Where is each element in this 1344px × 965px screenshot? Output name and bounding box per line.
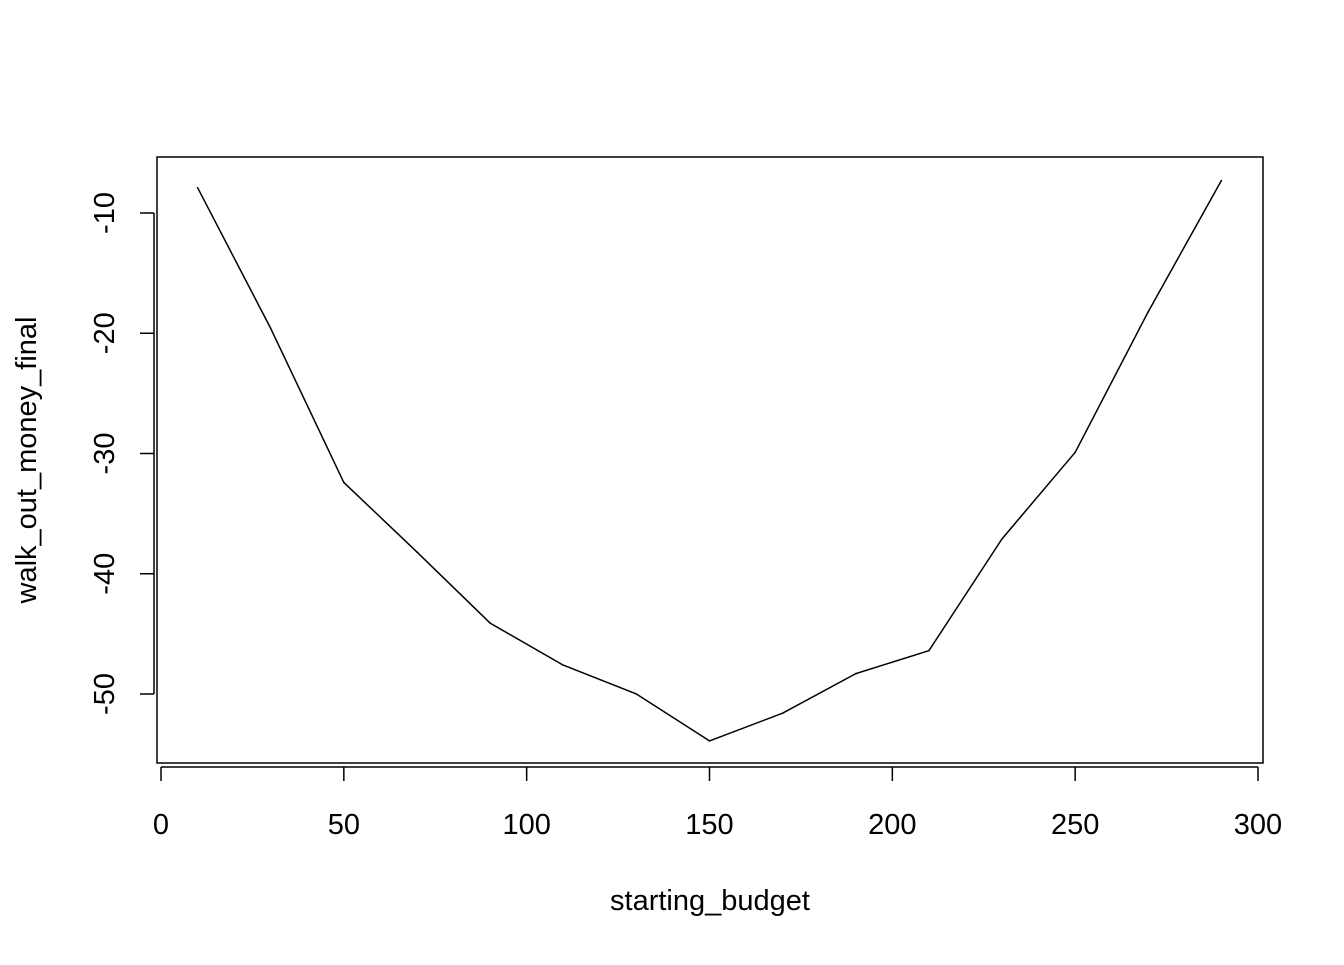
data-point <box>854 672 857 675</box>
y-tick-label: -10 <box>89 192 121 234</box>
y-tick-label: -20 <box>89 312 121 354</box>
data-point <box>1220 179 1223 182</box>
y-tick-label: -40 <box>89 553 121 595</box>
plot-frame <box>156 156 1264 764</box>
data-point <box>635 693 638 695</box>
y-axis-title: walk_out_money_final <box>11 317 43 605</box>
x-tick-label: 300 <box>1234 809 1282 841</box>
x-tick-label: 50 <box>328 809 360 841</box>
data-point <box>708 740 711 742</box>
y-axis: -10 -20 -30 -40 -50 <box>89 192 155 715</box>
x-tick-label: 150 <box>685 809 733 841</box>
data-point <box>343 481 345 484</box>
x-axis: 0 50 100 150 200 250 300 <box>153 766 1282 841</box>
x-tick-label: 100 <box>502 809 550 841</box>
y-tick-label: -50 <box>89 673 121 715</box>
data-point <box>928 649 930 652</box>
data-point <box>781 712 784 715</box>
data-point <box>416 551 418 553</box>
series-line <box>196 180 1223 742</box>
x-tick-label: 250 <box>1051 809 1099 841</box>
x-tick-label: 200 <box>868 809 916 841</box>
data-point <box>489 622 491 624</box>
y-tick-label: -30 <box>89 433 121 475</box>
data-point <box>1074 451 1076 454</box>
data-point <box>1147 310 1150 313</box>
data-point <box>269 327 272 330</box>
series-group <box>196 179 1223 742</box>
data-point <box>1001 538 1003 540</box>
x-axis-title: starting_budget <box>610 885 810 917</box>
data-point <box>562 664 565 666</box>
data-point <box>196 186 199 189</box>
x-tick-label: 0 <box>153 809 169 841</box>
